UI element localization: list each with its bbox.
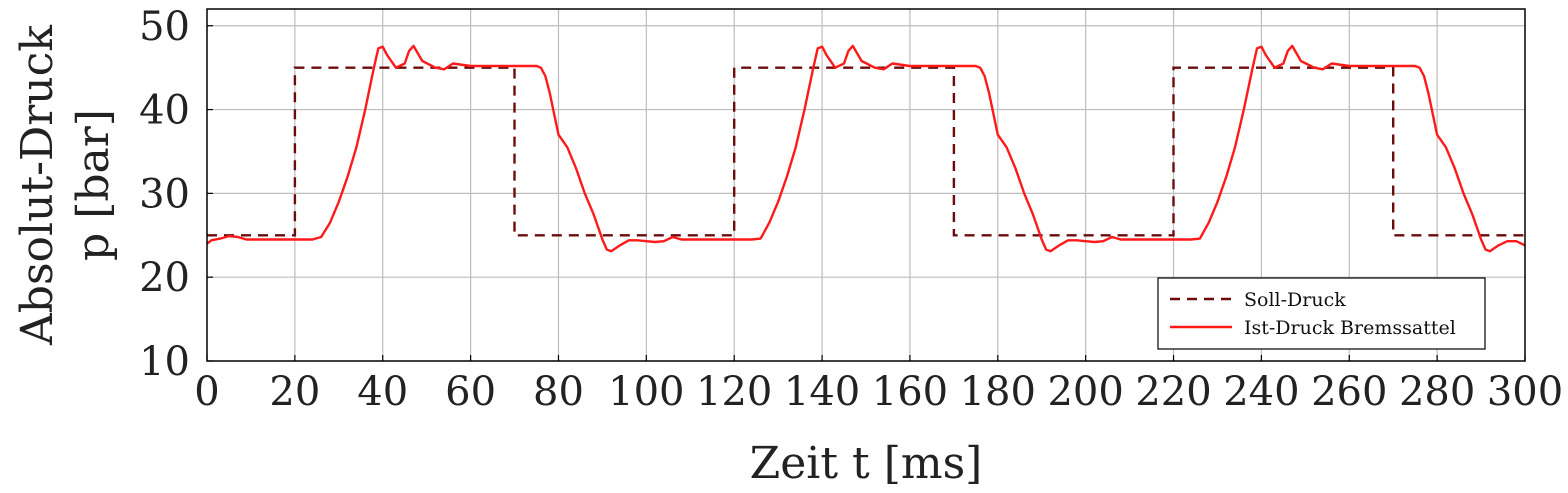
x-tick-label: 120 xyxy=(696,369,772,415)
x-tick-label: 220 xyxy=(1135,369,1211,415)
x-tick-label: 20 xyxy=(269,369,320,415)
x-tick-label: 80 xyxy=(533,369,584,415)
legend-box xyxy=(1157,277,1486,350)
x-tick-label: 260 xyxy=(1311,369,1387,415)
x-tick-label: 280 xyxy=(1399,369,1475,415)
x-tick-label: 60 xyxy=(445,369,496,415)
series-line-ist-druck xyxy=(206,44,1526,253)
x-tick-label: 300 xyxy=(1487,369,1563,415)
legend-label-ist-druck: Ist-Druck Bremssattel xyxy=(1244,317,1456,339)
x-tick-label: 240 xyxy=(1223,369,1299,415)
legend-label-soll-druck: Soll-Druck xyxy=(1244,289,1346,311)
series-line-soll-druck xyxy=(207,66,1525,237)
y-tick-label: 20 xyxy=(139,255,190,301)
x-tick-label: 0 xyxy=(194,369,219,415)
x-tick-label: 140 xyxy=(784,369,860,415)
y-tick-label: 50 xyxy=(139,4,190,50)
x-tick-labels: 0 20 40 60 80 100 120 140 160 180 200 220 240 260 280 3… xyxy=(194,369,1563,415)
y-axis-title-line2: p [bar] xyxy=(68,109,119,261)
x-tick-label: 200 xyxy=(1047,369,1123,415)
y-tick-label: 40 xyxy=(139,88,190,134)
x-tick-label: 180 xyxy=(960,369,1036,415)
series-layer xyxy=(206,44,1526,253)
y-tick-labels: 10 20 30 40 50 xyxy=(139,4,190,385)
y-axis-title-line1: Absolut-Druck xyxy=(12,25,63,346)
plot-frame xyxy=(206,8,1526,362)
y-tick-label: 10 xyxy=(139,339,190,385)
x-tick-label: 160 xyxy=(872,369,948,415)
x-tick-label: 40 xyxy=(357,369,408,415)
x-tick-label: 100 xyxy=(608,369,684,415)
legend: Soll-Druck Ist-Druck Bremssattel xyxy=(1157,277,1486,350)
x-axis-title: Zeit t [ms] xyxy=(750,438,983,489)
y-tick-label: 30 xyxy=(139,171,190,217)
